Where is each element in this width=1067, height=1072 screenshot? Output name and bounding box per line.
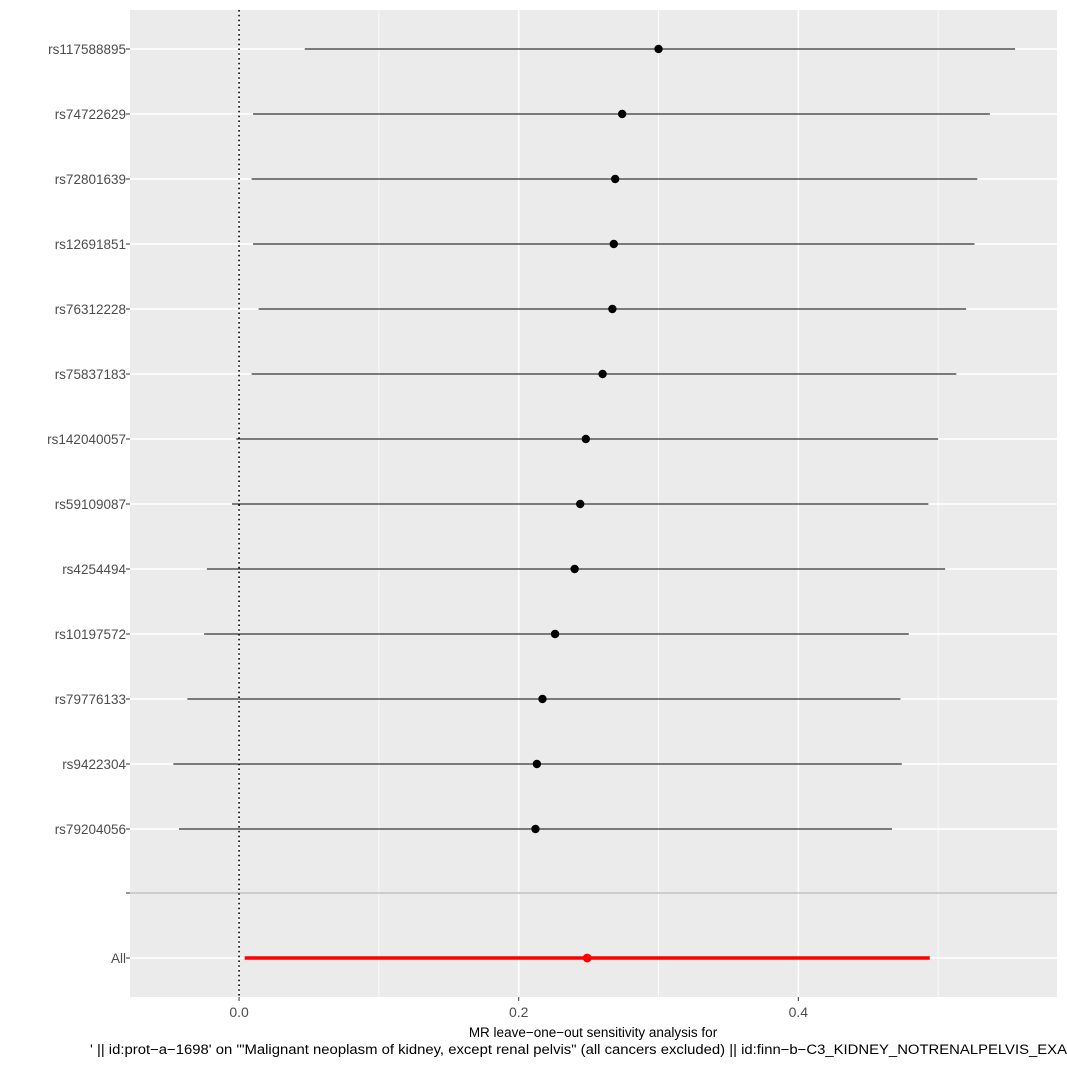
y-tick-label: rs4254494 (62, 562, 126, 577)
y-tick-label: rs76312228 (55, 302, 126, 317)
estimate-point (576, 499, 585, 509)
estimate-point (531, 824, 540, 834)
estimate-point (581, 434, 591, 444)
x-tick-label: 0.0 (229, 1004, 249, 1020)
estimate-point (610, 174, 620, 184)
y-tick-label: rs74722629 (55, 107, 126, 122)
y-tick-label: rs12691851 (55, 237, 126, 252)
estimate-point (617, 109, 627, 119)
estimate-point (654, 44, 663, 54)
y-tick-label: rs79204056 (55, 822, 126, 837)
x-axis-title-line-1: MR leave−one−out sensitivity analysis fo… (469, 1025, 718, 1040)
estimate-point (570, 564, 579, 574)
estimate-point (598, 369, 607, 379)
estimate-point (608, 304, 617, 314)
x-tick-label: 0.4 (789, 1004, 809, 1020)
y-tick-label: rs117588895 (48, 42, 126, 57)
y-tick-label: rs79776133 (55, 692, 126, 707)
y-tick-label: rs10197572 (55, 627, 126, 642)
estimate-point (609, 239, 618, 249)
y-tick-label: rs9422304 (62, 757, 126, 772)
x-axis-title-line-2: ' || id:prot−a−1698' on '"Malignant neop… (90, 1042, 1067, 1057)
y-tick-label: rs142040057 (47, 432, 126, 447)
estimate-point (550, 629, 560, 639)
x-tick-label: 0.2 (509, 1004, 529, 1020)
estimate-point (538, 694, 547, 704)
y-tick-label: rs59109087 (55, 497, 126, 512)
y-tick-label-all: All (111, 951, 126, 966)
y-tick-label: rs75837183 (55, 367, 126, 382)
estimate-point (532, 759, 542, 769)
overall-estimate-point (582, 953, 592, 963)
y-tick-label: rs72801639 (55, 172, 126, 187)
